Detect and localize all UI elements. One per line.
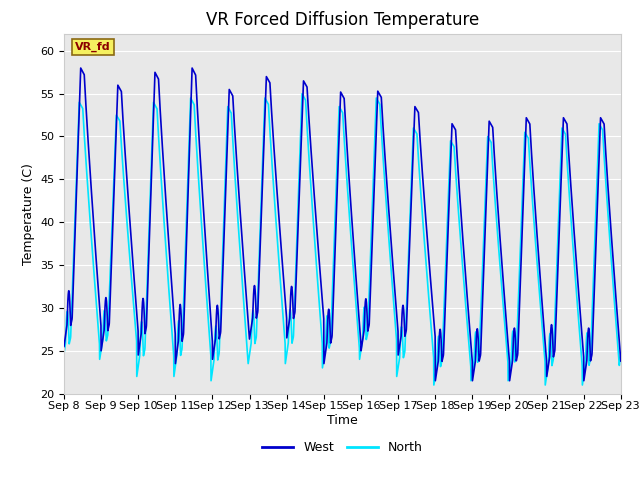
North xyxy=(298,91,306,96)
Title: VR Forced Diffusion Temperature: VR Forced Diffusion Temperature xyxy=(206,11,479,29)
West xyxy=(274,198,282,204)
North xyxy=(274,240,282,245)
West xyxy=(606,216,614,222)
North xyxy=(157,166,164,172)
West xyxy=(124,188,132,193)
West xyxy=(77,65,84,71)
West xyxy=(617,358,625,364)
West xyxy=(298,121,306,127)
West xyxy=(157,117,164,122)
North xyxy=(606,242,614,248)
Text: VR_fd: VR_fd xyxy=(75,42,111,52)
Legend: West, North: West, North xyxy=(257,436,428,459)
North xyxy=(617,352,625,358)
North xyxy=(124,226,131,232)
Y-axis label: Temperature (C): Temperature (C) xyxy=(22,163,35,264)
North xyxy=(547,331,554,337)
North xyxy=(60,351,68,357)
Line: West: West xyxy=(64,68,621,381)
North xyxy=(298,99,305,105)
X-axis label: Time: Time xyxy=(327,414,358,427)
West xyxy=(547,339,554,345)
West xyxy=(60,344,68,349)
Line: North: North xyxy=(64,94,621,385)
North xyxy=(430,382,438,388)
West xyxy=(431,378,439,384)
